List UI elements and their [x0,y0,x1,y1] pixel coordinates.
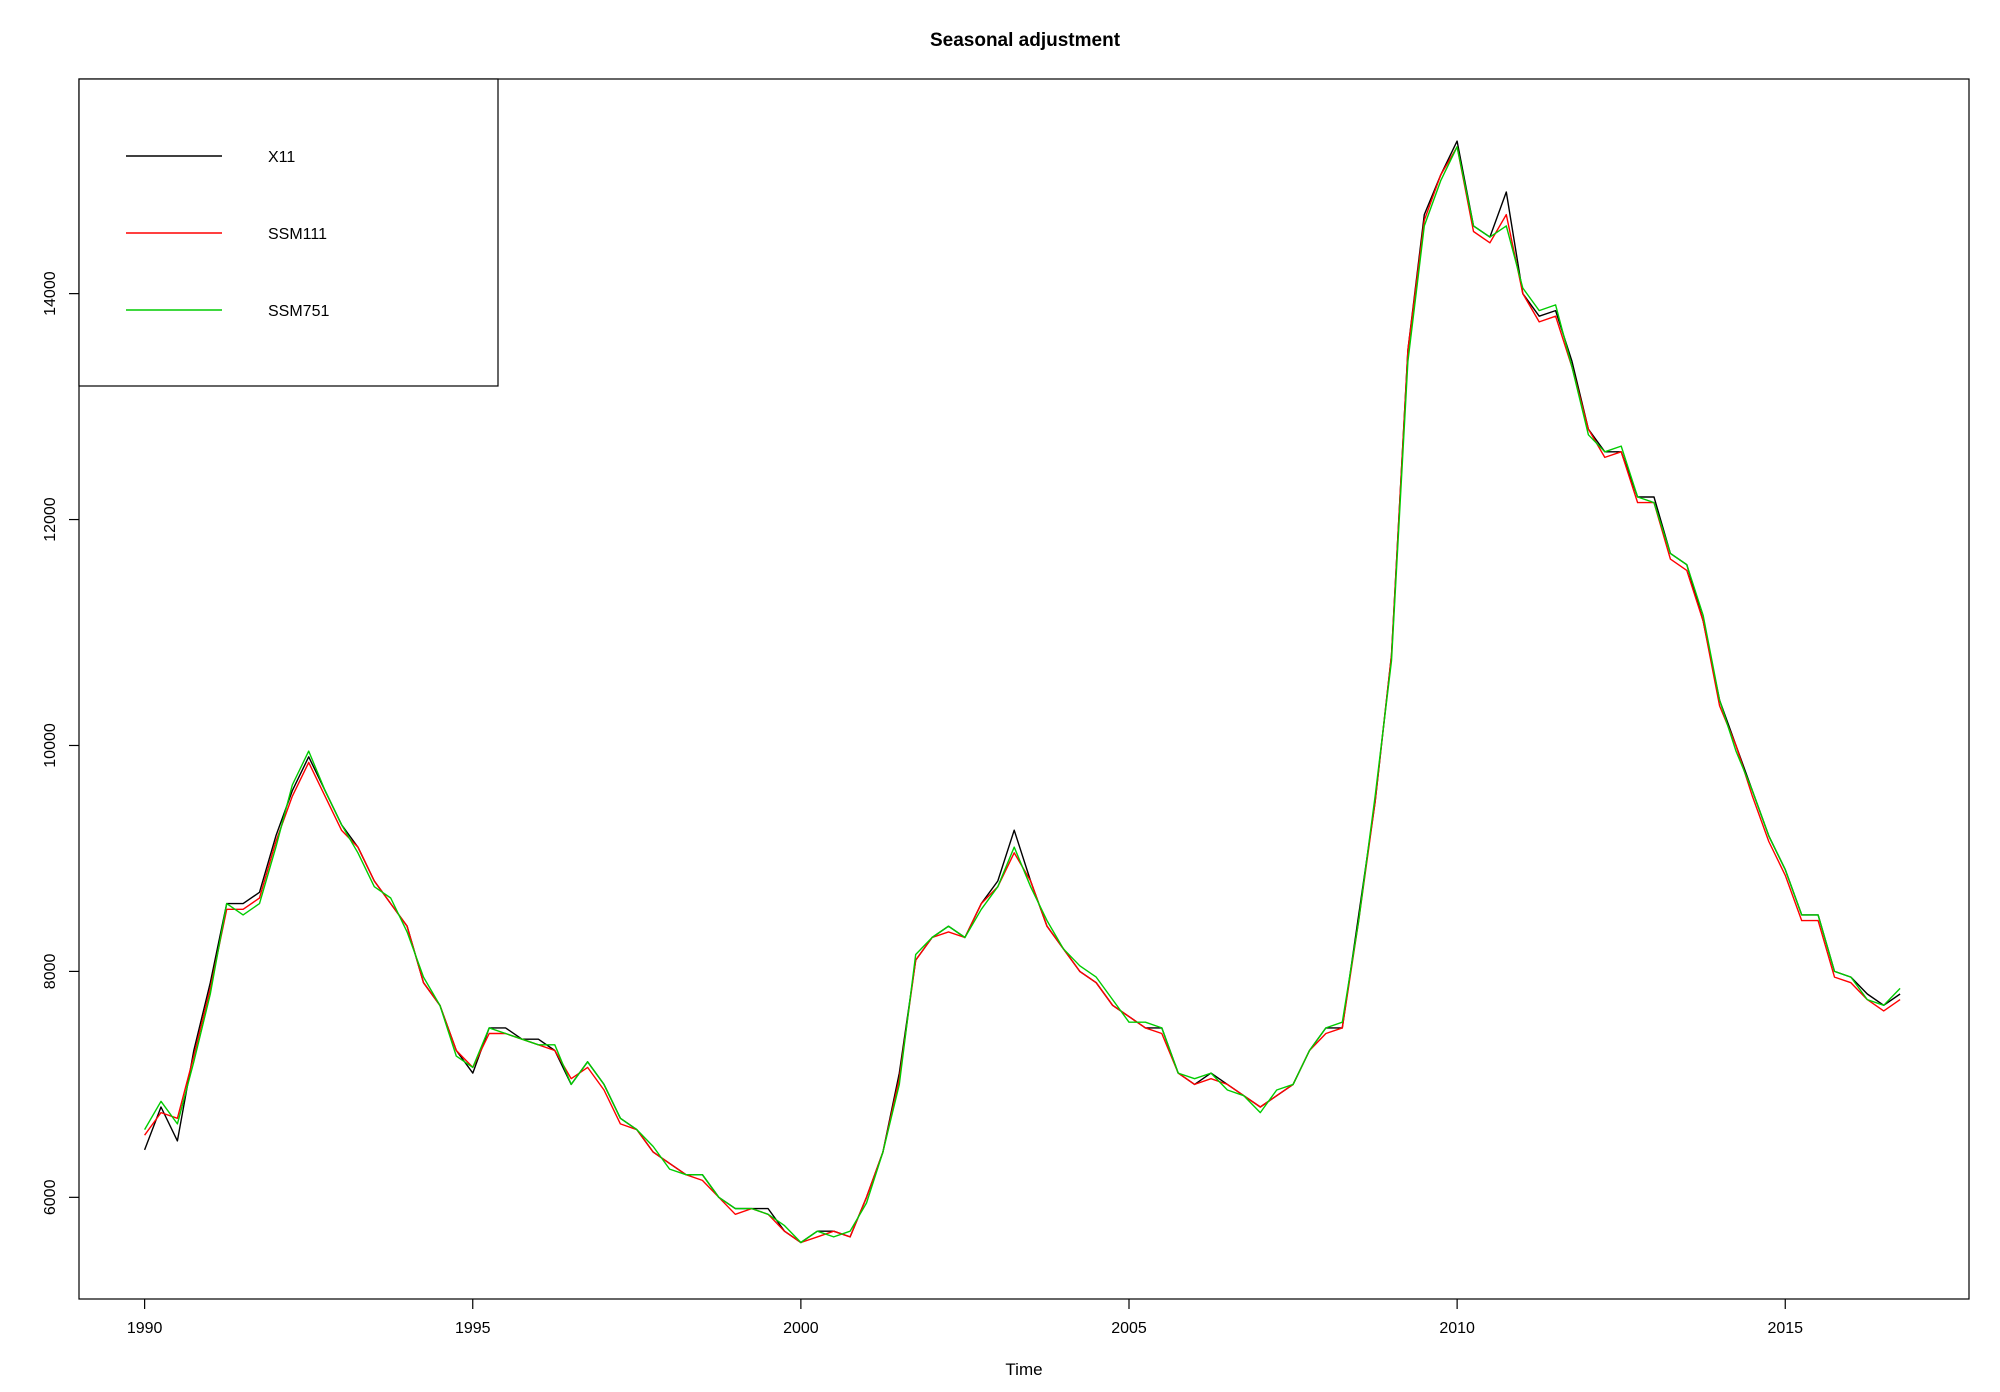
y-tick-label: 12000 [42,497,59,542]
x-tick-label: 2005 [1111,1320,1147,1337]
series-line-ssm751 [143,146,1901,1244]
legend-label-x11: X11 [268,149,295,166]
legend: X11 SSM111 SSM751 [78,78,499,387]
x-axis-label: Time [1005,1360,1042,1379]
series-layer [143,140,1901,1244]
plot-frame [78,78,1970,1300]
x-tick-label: 1995 [455,1320,491,1337]
y-axis: 6000 8000 10000 12000 14000 [42,271,79,1215]
x-tick-label: 2000 [783,1320,819,1337]
x-tick-label: 1990 [127,1320,163,1337]
x-tick-label: 2015 [1767,1320,1803,1337]
legend-label-ssm751: SSM751 [268,303,329,320]
chart-title: Seasonal adjustment [930,30,1121,51]
x-axis: 1990 1995 2000 2005 2010 2015 [127,1299,1803,1337]
y-tick-label: 14000 [42,271,59,316]
y-tick-label: 6000 [42,1179,59,1215]
legend-label-ssm111: SSM111 [268,226,327,243]
y-tick-label: 8000 [42,954,59,990]
x-tick-label: 2010 [1439,1320,1475,1337]
y-tick-label: 10000 [42,723,59,768]
